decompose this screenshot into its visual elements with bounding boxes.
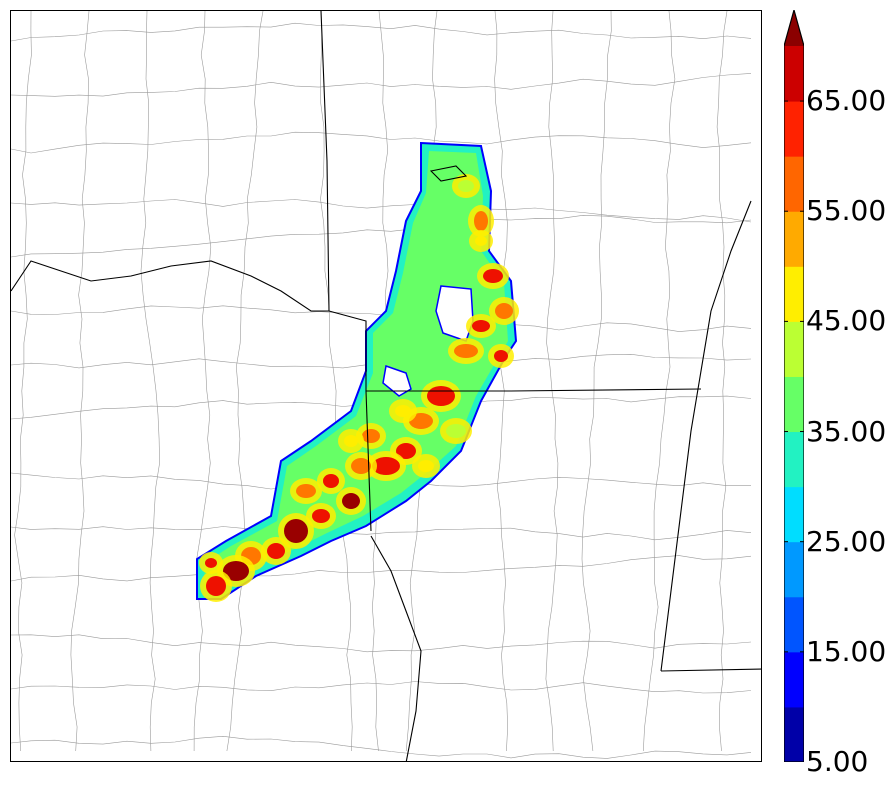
county-line bbox=[494, 11, 509, 752]
reflectivity-core bbox=[396, 443, 416, 459]
colorbar-tick-label: 45.00 bbox=[806, 304, 887, 338]
colorbar-tick-label: 15.00 bbox=[806, 634, 887, 668]
reflectivity-core bbox=[418, 460, 434, 472]
reflectivity-core bbox=[296, 484, 316, 498]
state-boundary bbox=[370, 535, 422, 761]
county-line bbox=[226, 11, 264, 752]
county-line bbox=[14, 11, 32, 752]
reflectivity-core bbox=[223, 561, 249, 581]
state-boundary bbox=[660, 200, 752, 672]
reflectivity-core bbox=[267, 543, 285, 559]
colorbar-band bbox=[784, 651, 804, 708]
county-line bbox=[319, 11, 353, 752]
colorbar-band bbox=[784, 541, 804, 598]
reflectivity-core bbox=[474, 211, 488, 231]
colorbar-tick-label: 35.00 bbox=[806, 414, 887, 448]
reflectivity-core bbox=[454, 344, 478, 358]
state-boundary bbox=[328, 310, 372, 532]
reflectivity-core bbox=[323, 474, 339, 488]
colorbar-outline bbox=[784, 10, 804, 762]
county-line bbox=[11, 526, 752, 541]
county-line bbox=[193, 11, 212, 752]
county-line bbox=[70, 11, 90, 752]
colorbar-band bbox=[784, 101, 804, 157]
county-line bbox=[11, 305, 752, 332]
county-line bbox=[716, 11, 728, 752]
state-boundary bbox=[660, 668, 761, 672]
state-boundary bbox=[429, 165, 468, 182]
reflectivity-core bbox=[342, 493, 360, 509]
county-line bbox=[581, 11, 612, 752]
colorbar-band bbox=[784, 156, 804, 212]
storm-swath-interior bbox=[204, 151, 508, 589]
county-line bbox=[140, 11, 160, 752]
reflectivity-core bbox=[205, 558, 217, 568]
state-boundaries bbox=[11, 11, 761, 761]
reflectivity-core bbox=[206, 576, 226, 596]
reflectivity-core bbox=[495, 303, 513, 319]
reflectivity-core bbox=[483, 269, 503, 283]
swath-gap bbox=[382, 365, 412, 397]
county-line bbox=[11, 73, 752, 97]
colorbar bbox=[784, 10, 804, 762]
reflectivity-core bbox=[427, 386, 455, 406]
colorbar-tick-label: 5.00 bbox=[806, 745, 869, 778]
map-panel bbox=[10, 10, 762, 762]
colorbar-band bbox=[784, 321, 804, 377]
county-line bbox=[11, 735, 752, 759]
state-boundary bbox=[320, 11, 330, 312]
reflectivity-core bbox=[494, 350, 508, 362]
county-line bbox=[11, 214, 752, 258]
state-boundary bbox=[366, 388, 702, 392]
county-line bbox=[545, 11, 559, 752]
county-line bbox=[11, 131, 752, 154]
colorbar-tick-label: 65.00 bbox=[806, 84, 887, 118]
colorbar-band bbox=[784, 431, 804, 488]
colorbar-tick-label: 25.00 bbox=[806, 524, 887, 558]
colorbar-bands bbox=[784, 10, 804, 762]
colorbar-band bbox=[784, 596, 804, 653]
colorbar-extend-arrow bbox=[784, 10, 804, 46]
reflectivity-core bbox=[446, 424, 466, 438]
reflectivity-field bbox=[196, 141, 519, 602]
map-canvas bbox=[11, 11, 761, 761]
county-boundaries bbox=[11, 11, 752, 759]
colorbar-band bbox=[784, 211, 804, 267]
county-line bbox=[11, 555, 752, 582]
reflectivity-core bbox=[284, 519, 308, 543]
reflectivity-core bbox=[372, 457, 400, 475]
colorbar-band bbox=[784, 706, 804, 762]
county-line bbox=[11, 199, 752, 223]
reflectivity-core bbox=[395, 405, 411, 417]
county-line bbox=[11, 22, 752, 42]
colorbar-band bbox=[784, 266, 804, 322]
county-line bbox=[11, 681, 752, 694]
reflectivity-core bbox=[475, 236, 487, 246]
reflectivity-core bbox=[351, 458, 371, 474]
state-boundary bbox=[11, 260, 329, 312]
colorbar-tick-label: 55.00 bbox=[806, 194, 887, 228]
county-line bbox=[643, 11, 676, 752]
reflectivity-core bbox=[472, 320, 490, 332]
reflectivity-core bbox=[312, 509, 330, 523]
reflectivity-core bbox=[458, 180, 474, 192]
reflectivity-core bbox=[362, 429, 380, 443]
colorbar-band bbox=[784, 46, 804, 102]
county-line bbox=[11, 634, 752, 653]
reflectivity-core bbox=[344, 435, 358, 447]
colorbar-band bbox=[784, 376, 804, 433]
colorbar-band bbox=[784, 486, 804, 543]
